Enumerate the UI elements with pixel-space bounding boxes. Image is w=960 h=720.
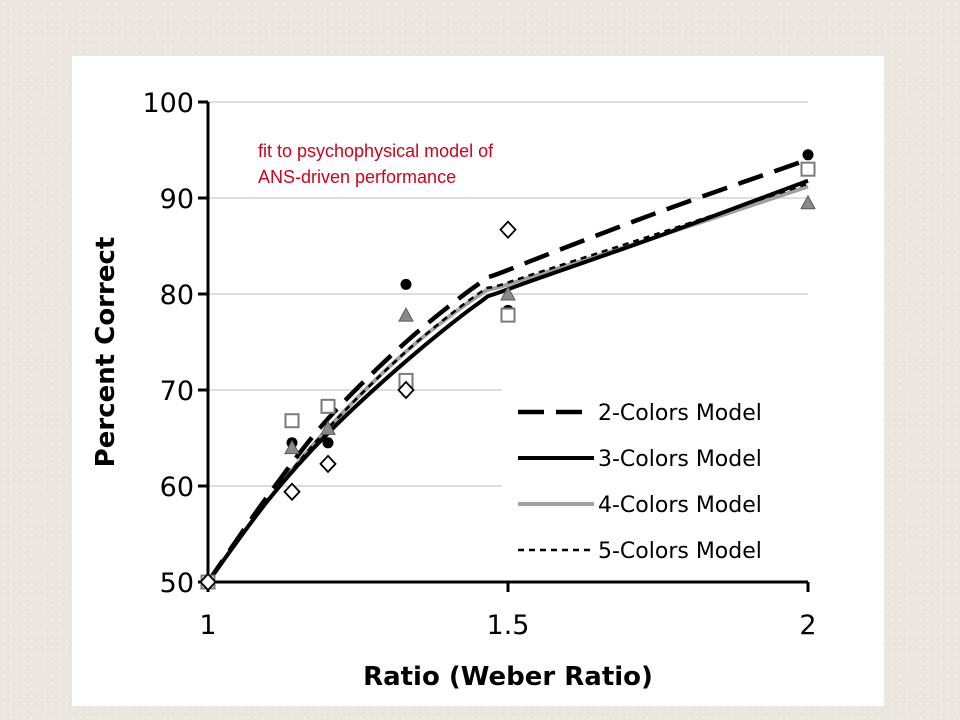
x-axis-title: Ratio (Weber Ratio) xyxy=(363,662,653,692)
marker-square-open-4 xyxy=(500,307,516,323)
x-axis-ticks: 1 1.5 2 xyxy=(199,582,817,641)
legend-label-5-colors: 5-Colors Model xyxy=(598,539,762,564)
y-tick-label-60: 60 xyxy=(160,472,194,503)
marker-circle-filled-2 xyxy=(322,437,334,449)
x-tick-label-1.5: 1.5 xyxy=(487,610,530,641)
marker-triangle-gray-2 xyxy=(320,420,336,435)
legend-label-3-colors: 3-Colors Model xyxy=(598,447,762,472)
legend-label-4-colors: 4-Colors Model xyxy=(598,493,762,518)
y-tick-label-80: 80 xyxy=(160,280,194,311)
data-markers xyxy=(199,149,816,592)
marker-triangle-gray-5 xyxy=(800,194,816,210)
marker-diamond-open-1 xyxy=(283,482,301,502)
y-tick-label-50: 50 xyxy=(160,568,194,599)
marker-circle-filled-5 xyxy=(802,149,814,161)
y-tick-label-90: 90 xyxy=(160,184,194,215)
annotation-line-1: fit to psychophysical model of xyxy=(258,141,494,161)
y-axis-ticks: 50 60 70 80 90 100 xyxy=(142,88,208,599)
legend: 2-Colors Model 3-Colors Model 4-Colors Mod… xyxy=(518,401,762,564)
marker-diamond-open-4 xyxy=(499,220,517,239)
y-tick-label-70: 70 xyxy=(160,376,194,407)
marker-square-open-1 xyxy=(284,413,300,429)
legend-background xyxy=(502,388,812,578)
marker-diamond-open-0 xyxy=(199,572,217,592)
series-line-2-colors xyxy=(206,157,809,584)
model-lines xyxy=(206,157,809,584)
marker-triangle-gray-3 xyxy=(398,307,414,322)
y-axis-title: Percent Correct xyxy=(91,237,121,468)
marker-square-open-2 xyxy=(320,398,336,414)
marker-diamond-open-3 xyxy=(397,380,415,400)
legend-label-2-colors: 2-Colors Model xyxy=(598,401,762,426)
marker-triangle-gray-1 xyxy=(284,439,300,455)
annotation-line-2: ANS-driven performance xyxy=(258,167,456,187)
series-line-5-colors xyxy=(206,182,809,583)
marker-diamond-open-2 xyxy=(319,454,337,474)
y-tick-label-100: 100 xyxy=(142,88,194,119)
marker-circle-filled-3 xyxy=(400,278,412,290)
marker-square-open-5 xyxy=(800,161,816,177)
chart-panel: 50 60 70 80 90 100 1 1.5 2 2-Colors Model 3-Colo… xyxy=(72,56,884,706)
x-tick-label-1: 1 xyxy=(199,610,216,641)
x-tick-label-2: 2 xyxy=(799,610,816,641)
marker-triangle-gray-4 xyxy=(500,285,516,301)
